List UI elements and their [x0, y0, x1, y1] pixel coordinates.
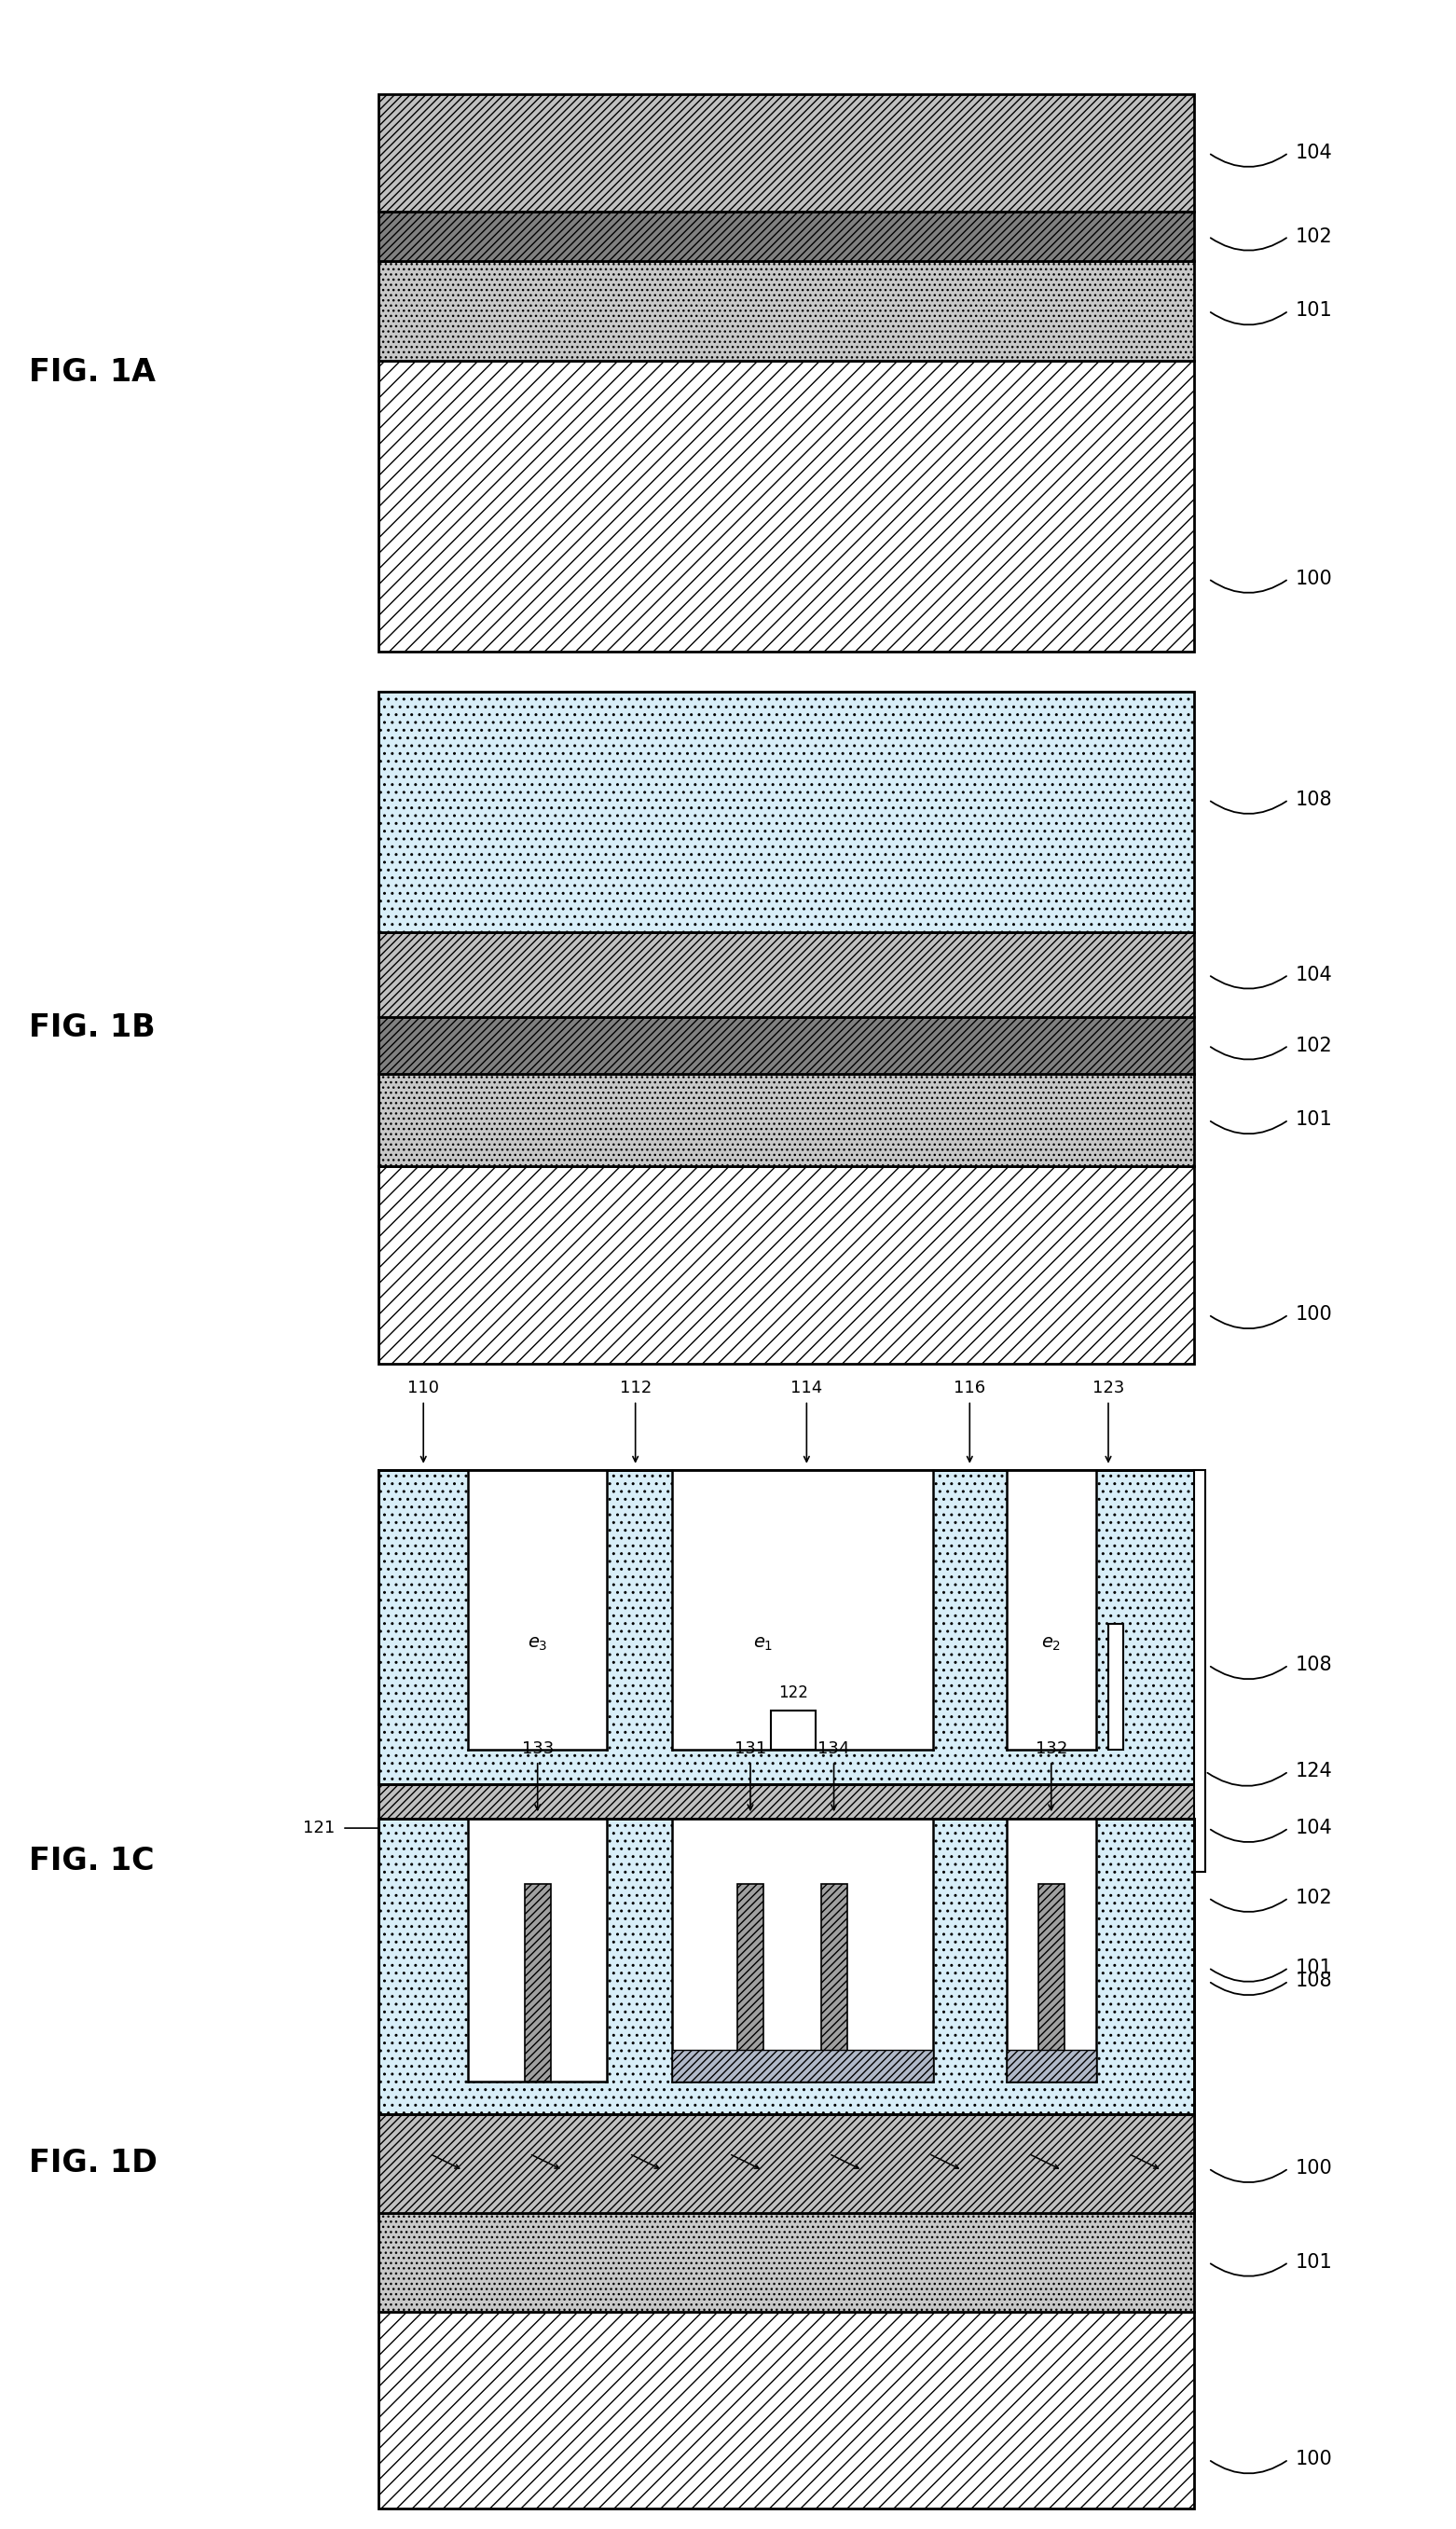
Bar	[673, 1469, 933, 1750]
Text: 101: 101	[1296, 301, 1332, 321]
Bar	[379, 2312, 1194, 2509]
Text: 100: 100	[1296, 1305, 1332, 1323]
Text: 112: 112	[619, 1378, 651, 1396]
Bar	[379, 933, 1194, 1017]
Text: 116: 116	[954, 1378, 986, 1396]
Text: FIG. 1D: FIG. 1D	[29, 2147, 157, 2180]
Bar	[379, 1925, 1194, 2011]
Text: 121: 121	[303, 1821, 335, 1836]
Text: 134: 134	[818, 1740, 850, 1758]
Bar	[1194, 1469, 1206, 1871]
Bar	[772, 1710, 815, 1750]
Bar	[1006, 1469, 1096, 1750]
Bar	[379, 1075, 1194, 1166]
Text: 124: 124	[1296, 1763, 1332, 1780]
Bar	[379, 1871, 1194, 1925]
Bar	[673, 2051, 933, 2081]
Bar	[379, 2011, 1194, 2220]
Text: 102: 102	[1296, 228, 1332, 245]
Bar	[1006, 1818, 1096, 2081]
Text: 108: 108	[1296, 1973, 1332, 1990]
Text: FIG. 1B: FIG. 1B	[29, 1012, 156, 1042]
Bar	[1038, 1884, 1064, 2081]
Bar	[379, 260, 1194, 359]
Bar	[379, 1166, 1194, 1363]
Bar	[469, 1818, 607, 2081]
Text: 122: 122	[779, 1684, 808, 1702]
Text: 100: 100	[1296, 569, 1332, 589]
Text: $e_1$: $e_1$	[753, 1634, 773, 1651]
Text: 100: 100	[1296, 2160, 1332, 2177]
Text: 123: 123	[1092, 1378, 1124, 1396]
Bar	[821, 1884, 847, 2081]
Text: 108: 108	[1296, 792, 1332, 809]
Text: 102: 102	[1296, 1037, 1332, 1055]
Text: $e_3$: $e_3$	[527, 1634, 547, 1651]
Bar	[379, 2213, 1194, 2312]
Bar	[379, 1017, 1194, 1075]
Text: FIG. 1C: FIG. 1C	[29, 1846, 154, 1877]
Bar	[379, 2114, 1194, 2213]
Text: 114: 114	[791, 1378, 823, 1396]
Bar	[379, 1818, 1194, 2114]
Bar	[524, 1884, 550, 2081]
Text: 131: 131	[734, 1740, 766, 1758]
Bar	[673, 1818, 933, 2081]
Text: 104: 104	[1296, 144, 1332, 162]
Bar	[379, 690, 1194, 933]
Text: 108: 108	[1296, 1656, 1332, 1674]
Text: 100: 100	[1296, 2451, 1332, 2468]
Bar	[379, 94, 1194, 212]
Text: 104: 104	[1296, 1818, 1332, 1839]
Text: 102: 102	[1296, 1889, 1332, 1907]
Bar	[737, 1884, 763, 2081]
Text: 104: 104	[1296, 966, 1332, 984]
Text: 132: 132	[1035, 1740, 1067, 1758]
Text: FIG. 1A: FIG. 1A	[29, 357, 156, 387]
Bar	[379, 1785, 1194, 1871]
Text: 101: 101	[1296, 2253, 1332, 2271]
Bar	[379, 212, 1194, 260]
Bar	[379, 1469, 1194, 1785]
Text: 110: 110	[408, 1378, 440, 1396]
Text: $e_2$: $e_2$	[1041, 1634, 1061, 1651]
Text: 133: 133	[521, 1740, 553, 1758]
Bar	[1108, 1624, 1123, 1750]
Text: 101: 101	[1296, 1957, 1332, 1978]
Text: 101: 101	[1296, 1110, 1332, 1128]
Bar	[379, 359, 1194, 652]
Bar	[1006, 2051, 1096, 2081]
Bar	[469, 1469, 607, 1750]
